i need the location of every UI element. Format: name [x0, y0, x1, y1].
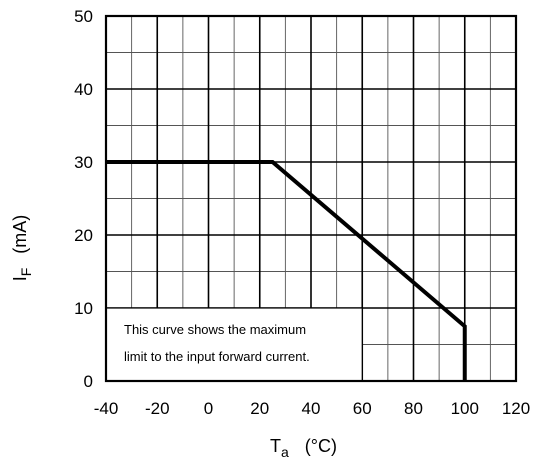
x-tick-label: -40	[94, 399, 119, 418]
x-axis-subscript: a	[281, 444, 289, 460]
x-tick-label: 80	[404, 399, 423, 418]
annotation-box: This curve shows the maximum limit to th…	[105, 307, 363, 382]
x-tick-label: 0	[204, 399, 213, 418]
x-axis-title: Ta (°C)	[270, 436, 337, 460]
x-tick-label: 100	[451, 399, 479, 418]
y-tick-label: 0	[84, 372, 93, 391]
y-tick-label: 50	[74, 7, 93, 26]
annotation-line-1: This curve shows the maximum	[124, 322, 306, 337]
x-axis-symbol: T	[270, 436, 281, 456]
x-tick-label: 40	[302, 399, 321, 418]
y-axis-symbol: I	[10, 276, 30, 281]
y-tick-label: 10	[74, 299, 93, 318]
y-axis-unit: (mA)	[10, 215, 30, 254]
y-axis-title: IF (mA)	[10, 215, 34, 282]
y-tick-label: 20	[74, 226, 93, 245]
derating-curve	[106, 160, 467, 381]
annotation-frame	[105, 307, 363, 382]
annotation-line-2: limit to the input forward current.	[124, 349, 310, 364]
plot-frame	[104, 14, 518, 383]
x-tick-labels: -40 -20 0 20 40 60 80 100 120	[94, 399, 530, 418]
x-tick-label: 60	[353, 399, 372, 418]
y-axis-subscript: F	[18, 268, 34, 277]
x-tick-label: 20	[250, 399, 269, 418]
x-tick-label: -20	[145, 399, 170, 418]
x-tick-label: 120	[502, 399, 530, 418]
y-tick-label: 30	[74, 153, 93, 172]
y-axis-title-group: IF (mA)	[10, 215, 34, 282]
y-tick-label: 40	[74, 80, 93, 99]
x-axis-unit: (°C)	[305, 436, 337, 456]
y-tick-labels: 0 10 20 30 40 50	[74, 7, 93, 391]
